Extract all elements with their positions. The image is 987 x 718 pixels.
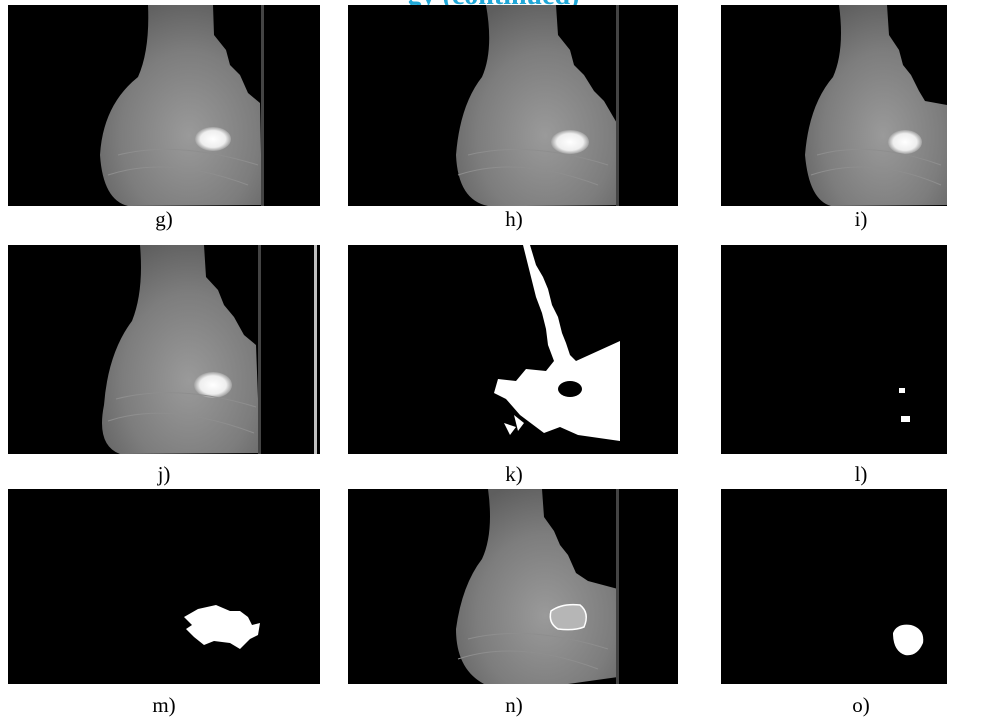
panel-o-image xyxy=(721,489,947,684)
panel-j-caption: j) xyxy=(157,462,171,486)
panel-n-caption: n) xyxy=(505,693,523,717)
panel-m-image xyxy=(8,489,320,684)
panel-m-caption: m) xyxy=(152,693,176,717)
panel-k-image xyxy=(348,245,678,454)
panel-h-caption: h) xyxy=(505,207,523,231)
panel-n-image xyxy=(348,489,678,684)
panel-i-caption: i) xyxy=(854,207,868,231)
panel-l-caption: l) xyxy=(854,462,868,486)
partial-header-text: gy (continued) xyxy=(0,0,987,10)
panel-o-caption: o) xyxy=(852,693,870,717)
panel-l-image xyxy=(721,245,947,454)
panel-k-caption: k) xyxy=(505,462,523,486)
panel-g-caption: g) xyxy=(155,207,173,231)
panel-j-image xyxy=(8,245,320,454)
panel-h-image xyxy=(348,5,678,206)
panel-g-image xyxy=(8,5,320,206)
panel-i-image xyxy=(721,5,947,206)
